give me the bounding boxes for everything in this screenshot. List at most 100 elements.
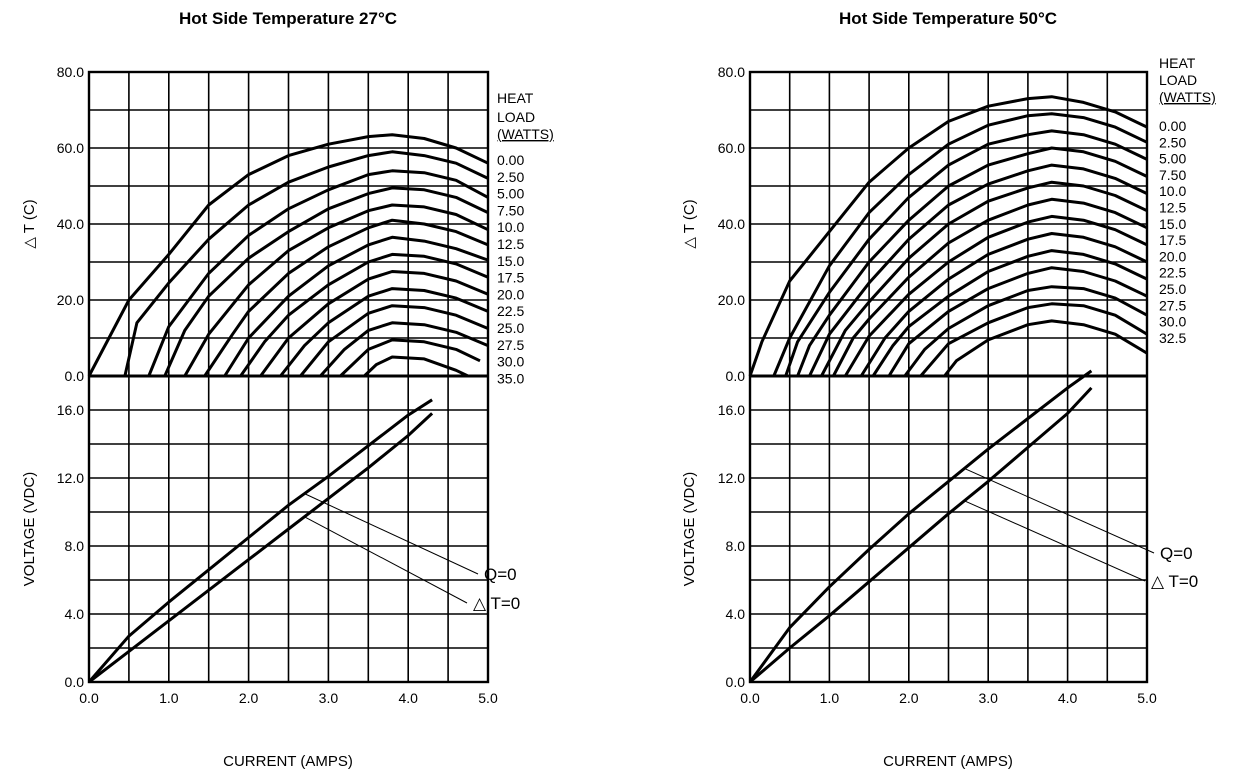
legend-title-line: LOAD	[497, 109, 535, 125]
heat-load-curve	[748, 95, 1148, 377]
legend-entry: 7.50	[497, 202, 524, 218]
heat-load-curve	[943, 319, 1148, 377]
legend-entry: 15.0	[1159, 216, 1186, 232]
y-tick-label: 80.0	[57, 64, 84, 80]
chart-panel-1: Hot Side Temperature 27°C 0.0 1.0 2.0 3.0 4.0…	[21, 9, 554, 770]
legend-entry: 12.5	[1159, 200, 1186, 216]
legend-title-line: (WATTS)	[1159, 89, 1216, 105]
legend-entry: 25.0	[497, 320, 524, 336]
heat-load-curve	[832, 197, 1148, 377]
heat-load-curve	[183, 203, 489, 377]
y-tick-label: 20.0	[718, 292, 745, 308]
legend-entry: 0.00	[497, 152, 524, 168]
x-tick-label: 5.0	[478, 690, 498, 706]
y-tick-label: 12.0	[718, 470, 745, 486]
x-tick-label: 2.0	[899, 690, 919, 706]
legend-entry: 5.00	[1159, 151, 1186, 167]
curve-annotation-label: Q=0	[1160, 544, 1193, 563]
legend-entry: 20.0	[1159, 248, 1186, 264]
curve-annotation-label: Q=0	[484, 565, 517, 584]
chart-panel-2: Hot Side Temperature 50°C 0.0 1.0 2.0 3.0 4.0…	[681, 9, 1216, 770]
x-tick-label: 0.0	[740, 690, 760, 706]
heat-load-curve	[363, 355, 469, 378]
legend-entry: 27.5	[1159, 297, 1186, 313]
heat-load-curve	[919, 302, 1148, 377]
legend-entry: 22.5	[497, 303, 524, 319]
y-tick-label: 40.0	[718, 216, 745, 232]
legend-entry: 5.00	[497, 186, 524, 202]
annotation-leader-line	[964, 468, 1155, 554]
heat-load-curve	[784, 129, 1148, 377]
x-tick-label: 4.0	[1058, 690, 1078, 706]
y-tick-label: 0.0	[726, 368, 746, 384]
heat-load-curve	[279, 287, 489, 377]
y-tick-label: 0.0	[65, 674, 85, 690]
heat-load-curve	[123, 150, 489, 377]
chart-title: Hot Side Temperature 50°C	[839, 9, 1057, 28]
y-tick-label: 8.0	[726, 538, 746, 554]
legend-title-line: (WATTS)	[497, 126, 554, 142]
x-tick-label: 1.0	[159, 690, 179, 706]
heat-load-curve	[223, 235, 489, 377]
y-tick-label: 8.0	[65, 538, 85, 554]
heat-load-curve	[796, 146, 1148, 377]
legend-title-line: LOAD	[1159, 72, 1197, 88]
y-tick-label: 4.0	[65, 606, 85, 622]
heat-load-curve	[87, 133, 489, 377]
annotation-leader-line	[304, 516, 468, 604]
heat-load-curve	[259, 270, 489, 377]
y-tick-label: 80.0	[718, 64, 745, 80]
heat-load-curve	[844, 214, 1148, 377]
legend-entry: 10.0	[497, 219, 524, 235]
legend-entry: 2.50	[1159, 134, 1186, 150]
legend-title-line: HEAT	[497, 90, 534, 106]
x-tick-label: 5.0	[1137, 690, 1157, 706]
legend-entry: 20.0	[497, 286, 524, 302]
heat-load-curve	[299, 304, 489, 377]
y-tick-label: 4.0	[726, 606, 746, 622]
legend-entry: 17.5	[1159, 232, 1186, 248]
chart-title: Hot Side Temperature 27°C	[179, 9, 397, 28]
y-tick-label: 40.0	[57, 216, 84, 232]
y-tick-label: 0.0	[726, 674, 746, 690]
curve-annotation-label: △ T=0	[1151, 572, 1198, 591]
heat-load-curve	[203, 218, 489, 377]
voltage-curve	[88, 412, 434, 684]
heat-load-curve	[147, 169, 489, 377]
legend-entry: 22.5	[1159, 265, 1186, 281]
legend-entry: 10.0	[1159, 183, 1186, 199]
legend-entry: 2.50	[497, 169, 524, 185]
legend-entry: 0.00	[1159, 118, 1186, 134]
heat-load-curve	[163, 186, 489, 377]
x-tick-label: 0.0	[79, 690, 99, 706]
y-axis-title-top: △ T (C)	[681, 199, 698, 248]
heat-load-curve	[903, 285, 1148, 377]
x-tick-label: 1.0	[820, 690, 840, 706]
x-axis-title: CURRENT (AMPS)	[883, 753, 1013, 770]
voltage-curve	[749, 386, 1093, 684]
legend-entry: 7.50	[1159, 167, 1186, 183]
heat-load-curve	[339, 338, 481, 378]
heat-load-curve	[859, 232, 1148, 377]
legend-entry: 15.0	[497, 253, 524, 269]
y-tick-label: 16.0	[57, 402, 84, 418]
x-axis-title: CURRENT (AMPS)	[223, 753, 353, 770]
legend-title-line: HEAT	[1159, 55, 1196, 71]
y-tick-label: 0.0	[65, 368, 85, 384]
annotation-leader-line	[964, 500, 1146, 582]
legend-entry: 32.5	[1159, 330, 1186, 346]
y-tick-label: 60.0	[718, 140, 745, 156]
x-tick-label: 4.0	[398, 690, 418, 706]
legend-entry: 17.5	[497, 270, 524, 286]
x-tick-label: 3.0	[319, 690, 339, 706]
legend-entry: 35.0	[497, 370, 524, 386]
heat-load-curve	[808, 163, 1148, 377]
heat-load-curve	[871, 249, 1148, 377]
legend-entry: 30.0	[497, 354, 524, 370]
x-tick-label: 3.0	[978, 690, 998, 706]
y-tick-label: 12.0	[57, 470, 84, 486]
legend-entry: 12.5	[497, 236, 524, 252]
y-tick-label: 20.0	[57, 292, 84, 308]
legend-entry: 25.0	[1159, 281, 1186, 297]
